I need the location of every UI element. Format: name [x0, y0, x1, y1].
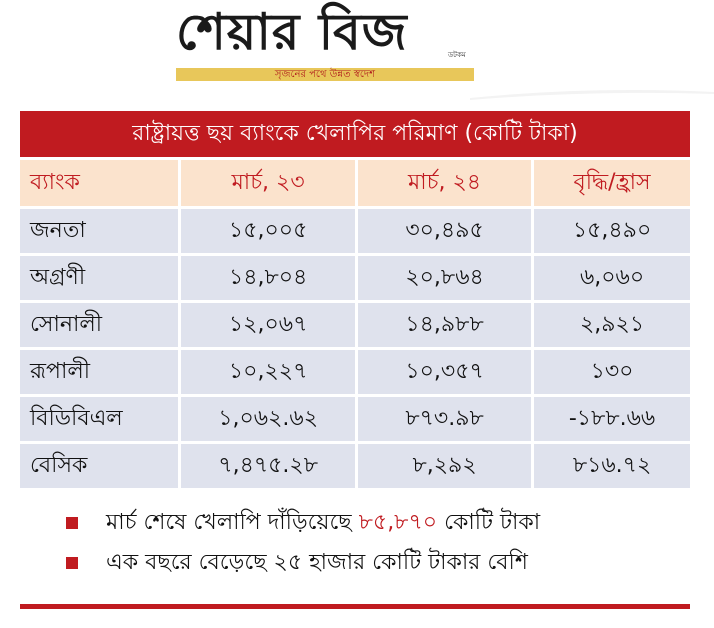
value-change: ১৫,৪৯০	[531, 209, 690, 253]
table-row: রূপালী ১০,২২৭ ১০,৩৫৭ ১৩০	[20, 350, 690, 394]
header-change: বৃদ্ধি/হ্রাস	[531, 160, 690, 206]
logo: শেয়ার বিজ	[176, 2, 408, 61]
logo-suffix: ডটকম	[448, 51, 466, 59]
data-card: রাষ্ট্রায়ত্ত ছয় ব্যাংকে খেলাপির পরিমাণ…	[20, 111, 690, 491]
table-row: সোনালী ১২,০৬৭ ১৪,৯৮৮ ২,৯২১	[20, 303, 690, 347]
header-march-24: মার্চ, ২৪	[355, 160, 532, 206]
value-march-24: ১৪,৯৮৮	[355, 303, 532, 347]
table-row: বিডিবিএল ১,০৬২.৬২ ৮৭৩.৯৮ -১৮৮.৬৬	[20, 397, 690, 441]
header-bank: ব্যাংক	[20, 160, 179, 206]
value-march-23: ৭,৪৭৫.২৮	[178, 444, 355, 488]
bullet-square-icon	[66, 517, 78, 529]
npl-table: ব্যাংক মার্চ, ২৩ মার্চ, ২৪ বৃদ্ধি/হ্রাস …	[20, 157, 690, 491]
value-change: ১৩০	[531, 350, 690, 394]
bullet-list: মার্চ শেষে খেলাপি দাঁড়িয়েছে ৮৫,৮৭০ কোট…	[66, 508, 706, 588]
bank-name: রূপালী	[20, 350, 179, 394]
bullet-text-after: কোটি টাকা	[437, 510, 541, 535]
bullet-item: এক বছরে বেড়েছে ২৫ হাজার কোটি টাকার বেশি	[66, 548, 706, 588]
bullet-square-icon	[66, 557, 78, 569]
table-row: জনতা ১৫,০০৫ ৩০,৪৯৫ ১৫,৪৯০	[20, 209, 690, 253]
value-march-24: ৮,২৯২	[355, 444, 532, 488]
value-change: ২,৯২১	[531, 303, 690, 347]
bullet-text: মার্চ শেষে খেলাপি দাঁড়িয়েছে ৮৫,৮৭০ কোট…	[106, 508, 540, 538]
value-march-23: ১০,২২৭	[178, 350, 355, 394]
value-march-23: ১৫,০০৫	[178, 209, 355, 253]
bullet-highlight: ৮৫,৮৭০	[358, 510, 438, 535]
table-row: বেসিক ৭,৪৭৫.২৮ ৮,২৯২ ৮১৬.৭২	[20, 444, 690, 488]
value-march-24: ৮৭৩.৯৮	[355, 397, 532, 441]
bottom-divider	[20, 604, 690, 609]
bullet-item: মার্চ শেষে খেলাপি দাঁড়িয়েছে ৮৫,৮৭০ কোট…	[66, 508, 706, 548]
table-row: অগ্রণী ১৪,৮০৪ ২০,৮৬৪ ৬,০৬০	[20, 256, 690, 300]
bank-name: সোনালী	[20, 303, 179, 347]
tagline: সৃজনের পথে উন্নত স্বদেশ	[274, 69, 376, 80]
tagline-bar	[176, 68, 474, 81]
table-header-row: ব্যাংক মার্চ, ২৩ মার্চ, ২৪ বৃদ্ধি/হ্রাস	[20, 160, 690, 206]
value-change: ৮১৬.৭২	[531, 444, 690, 488]
value-change: ৬,০৬০	[531, 256, 690, 300]
bank-name: বেসিক	[20, 444, 179, 488]
bullet-text-before: মার্চ শেষে খেলাপি দাঁড়িয়েছে	[106, 510, 359, 535]
bank-name: জনতা	[20, 209, 179, 253]
table-title: রাষ্ট্রায়ত্ত ছয় ব্যাংকে খেলাপির পরিমাণ…	[20, 111, 690, 157]
bullet-text: এক বছরে বেড়েছে ২৫ হাজার কোটি টাকার বেশি	[106, 548, 528, 578]
value-change: -১৮৮.৬৬	[531, 397, 690, 441]
bank-name: অগ্রণী	[20, 256, 179, 300]
value-march-23: ১২,০৬৭	[178, 303, 355, 347]
decorative-swoosh	[470, 90, 714, 100]
masthead: শেয়ার বিজ ডটকম সৃজনের পথে উন্নত স্বদেশ	[0, 0, 714, 100]
value-march-24: ৩০,৪৯৫	[355, 209, 532, 253]
header-march-23: মার্চ, ২৩	[178, 160, 355, 206]
value-march-23: ১,০৬২.৬২	[178, 397, 355, 441]
bank-name: বিডিবিএল	[20, 397, 179, 441]
value-march-24: ২০,৮৬৪	[355, 256, 532, 300]
value-march-23: ১৪,৮০৪	[178, 256, 355, 300]
bullet-text-before: এক বছরে বেড়েছে ২৫ হাজার কোটি টাকার বেশি	[106, 550, 528, 575]
value-march-24: ১০,৩৫৭	[355, 350, 532, 394]
